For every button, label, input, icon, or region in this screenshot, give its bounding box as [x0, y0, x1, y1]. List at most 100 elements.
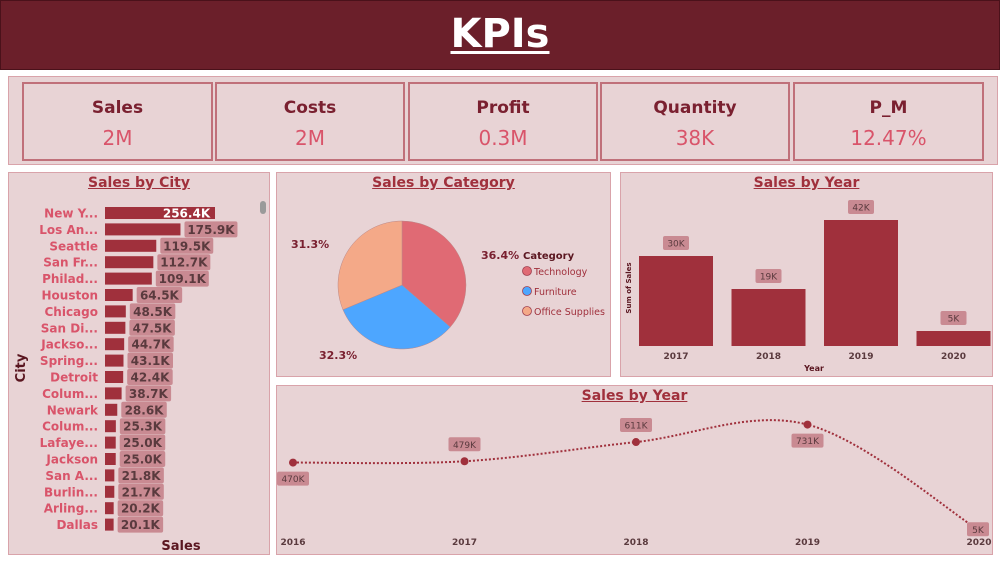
sales-by-year-bar-panel: Sales by Year Sum of Sales Year 30K 2017 1… — [620, 172, 993, 377]
header-banner: KPIs — [0, 0, 1000, 70]
kpi-card-quantity: Quantity 38K — [600, 82, 790, 161]
kpi-value: 12.47% — [850, 126, 927, 150]
x-tick-label: 2020 — [966, 538, 991, 548]
kpi-label: P_M — [869, 98, 908, 118]
data-label-bg — [967, 522, 989, 537]
slice-label: 36.4% — [481, 249, 519, 262]
data-label: 21.7K — [122, 485, 162, 499]
chart-title: Sales by Year — [753, 175, 860, 191]
pie-slice — [337, 220, 403, 311]
y-axis-label: Sum of Sales — [625, 262, 633, 313]
data-point — [289, 458, 297, 467]
city-label: Jackso... — [40, 338, 98, 352]
city-label: New Y... — [44, 207, 98, 221]
city-bar — [105, 289, 133, 301]
city-label: Colum... — [42, 387, 98, 401]
city-bar — [105, 469, 115, 482]
city-label: Detroit — [50, 371, 98, 385]
x-axis-label: Sales — [161, 539, 200, 554]
data-label: 42.4K — [130, 371, 170, 385]
data-label: 20.2K — [121, 502, 161, 516]
data-label-bg — [277, 471, 309, 486]
pie-slice — [342, 284, 451, 350]
data-label: 21.8K — [122, 469, 162, 483]
data-label-bg — [136, 287, 183, 303]
legend-title: Category — [523, 251, 575, 262]
data-label: 28.6K — [125, 403, 165, 417]
data-label-bg — [117, 516, 164, 533]
city-bar — [105, 239, 157, 252]
data-label: 25.0K — [123, 453, 163, 467]
data-label-bg — [119, 418, 166, 435]
data-label-bg — [755, 269, 782, 283]
kpi-card-profit-margin: P_M 12.47% — [793, 82, 984, 161]
data-label-bg — [129, 303, 176, 320]
city-label: San Di... — [41, 321, 98, 335]
city-bar — [105, 371, 124, 383]
city-bar — [105, 387, 122, 400]
kpi-value: 0.3M — [478, 126, 528, 150]
legend-item: Furniture — [534, 287, 577, 298]
year-bar — [731, 289, 806, 346]
data-label: 5K — [948, 315, 961, 325]
year-bar — [639, 256, 713, 346]
data-label: 611K — [624, 422, 648, 432]
x-tick-label: 2017 — [663, 352, 688, 362]
data-label: 48.5K — [133, 305, 173, 319]
data-label-bg — [129, 319, 175, 336]
data-label: 25.3K — [123, 420, 163, 434]
city-label: Philad... — [42, 272, 98, 286]
data-label-bg — [127, 369, 173, 385]
x-tick-label: 2018 — [756, 352, 781, 362]
data-point — [803, 420, 812, 429]
city-label: San A... — [45, 469, 98, 483]
legend-marker — [522, 286, 532, 296]
kpi-label: Sales — [91, 98, 144, 118]
data-label: 42K — [852, 204, 870, 214]
sales-by-city-panel: Sales by City City Sales New Y... 256.4K L… — [8, 172, 270, 555]
data-label-bg — [663, 236, 689, 250]
city-bar — [105, 436, 116, 449]
data-label: 43.1K — [131, 354, 171, 368]
city-bar — [105, 321, 126, 334]
city-label: Houston — [42, 289, 99, 303]
year-bar — [824, 220, 898, 346]
city-bar-chart: City Sales New Y... 256.4K Los An... 175.9K… — [14, 207, 238, 554]
data-label-bg — [128, 336, 174, 353]
x-tick-label: 2019 — [848, 352, 873, 362]
data-label-bg — [121, 401, 167, 418]
year-bar — [916, 331, 991, 346]
data-point — [460, 457, 469, 466]
city-bar — [105, 485, 115, 498]
data-label: 25.0K — [123, 436, 163, 450]
data-label: 256.4K — [163, 207, 211, 221]
scrollbar[interactable] — [260, 201, 266, 214]
data-label: 30K — [667, 240, 685, 250]
data-label: 731K — [796, 437, 820, 447]
data-label-bg — [127, 352, 173, 369]
data-label: 479K — [453, 441, 477, 451]
city-bar — [105, 338, 125, 351]
city-label: Jackson — [45, 453, 98, 467]
data-label: 64.5K — [140, 289, 180, 303]
sales-by-year-line-panel: Sales by Year 470K 2016 479K 2017 611K 2018 73… — [276, 385, 993, 555]
x-tick-label: 2020 — [941, 352, 966, 362]
data-label: 38.7K — [129, 387, 169, 401]
data-label: 112.7K — [160, 256, 208, 270]
year-line-chart: 470K 2016 479K 2017 611K 2018 731K 2019 5K 2020 — [277, 418, 992, 548]
city-bar — [105, 305, 126, 318]
city-label: Newark — [47, 403, 99, 417]
kpi-label: Quantity — [653, 98, 737, 118]
city-bar — [105, 256, 154, 269]
kpi-value: 38K — [675, 126, 715, 150]
data-point — [632, 438, 640, 447]
x-tick-label: 2018 — [623, 538, 648, 548]
data-label-bg — [118, 467, 164, 484]
legend-item: Office Supplies — [534, 307, 605, 318]
city-label: Chicago — [44, 305, 98, 319]
legend-item: Technology — [533, 267, 588, 278]
kpi-label: Costs — [283, 98, 337, 118]
city-label: Colum... — [42, 420, 98, 434]
data-label-bg — [155, 270, 209, 287]
city-label: Spring... — [40, 354, 98, 368]
